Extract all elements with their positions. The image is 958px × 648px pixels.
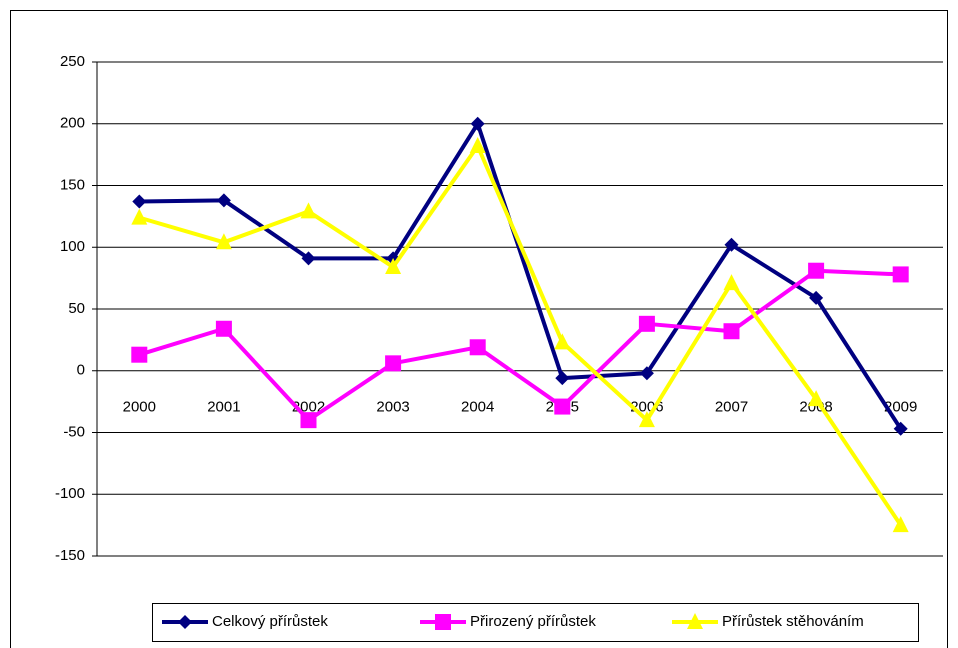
y-tick-label: 0: [77, 362, 85, 379]
marker: [131, 346, 148, 363]
marker: [808, 262, 825, 279]
marker: [809, 290, 824, 305]
marker: [470, 116, 485, 131]
y-tick-label: 150: [60, 176, 85, 193]
marker: [301, 251, 316, 266]
series-line: [138, 143, 903, 527]
y-tick-label: 200: [60, 115, 85, 132]
marker: [687, 613, 703, 629]
marker: [178, 615, 192, 629]
marker: [554, 333, 571, 350]
marker: [132, 194, 147, 209]
marker: [638, 411, 655, 428]
legend-label: Přirozený přírůstek: [470, 613, 596, 630]
marker: [216, 193, 231, 208]
y-tick-label: -150: [55, 547, 85, 564]
marker: [892, 266, 909, 283]
marker: [893, 421, 908, 436]
y-tick-label: -50: [63, 423, 85, 440]
marker: [724, 237, 739, 252]
marker: [435, 614, 451, 630]
series-line: [138, 268, 901, 423]
y-tick-label: -100: [55, 485, 85, 502]
marker: [215, 320, 232, 337]
legend-label: Přírůstek stěhováním: [722, 613, 864, 630]
marker: [892, 516, 909, 533]
x-tick-label: 2009: [884, 399, 917, 416]
chart-frame: [10, 10, 948, 648]
y-tick-label: 250: [60, 53, 85, 70]
x-tick-label: 2004: [461, 399, 494, 416]
x-tick-label: 2000: [123, 399, 156, 416]
marker: [131, 208, 148, 225]
marker: [723, 323, 740, 340]
series-line: [139, 121, 903, 430]
marker: [300, 412, 317, 429]
marker: [385, 355, 402, 372]
marker: [555, 371, 570, 386]
marker: [639, 366, 654, 381]
marker: [215, 233, 232, 250]
y-tick-label: 100: [60, 238, 85, 255]
x-tick-label: 2007: [715, 399, 748, 416]
legend-label: Celkový přírůstek: [212, 613, 328, 630]
x-tick-label: 2001: [207, 399, 240, 416]
y-tick-label: 50: [68, 300, 85, 317]
marker: [808, 390, 825, 407]
marker: [554, 398, 571, 415]
legend-box: [152, 603, 919, 642]
marker: [638, 315, 655, 332]
marker: [723, 274, 740, 291]
marker: [469, 339, 486, 356]
x-tick-label: 2003: [376, 399, 409, 416]
marker: [300, 202, 317, 219]
marker: [385, 258, 402, 275]
marker: [469, 136, 486, 153]
